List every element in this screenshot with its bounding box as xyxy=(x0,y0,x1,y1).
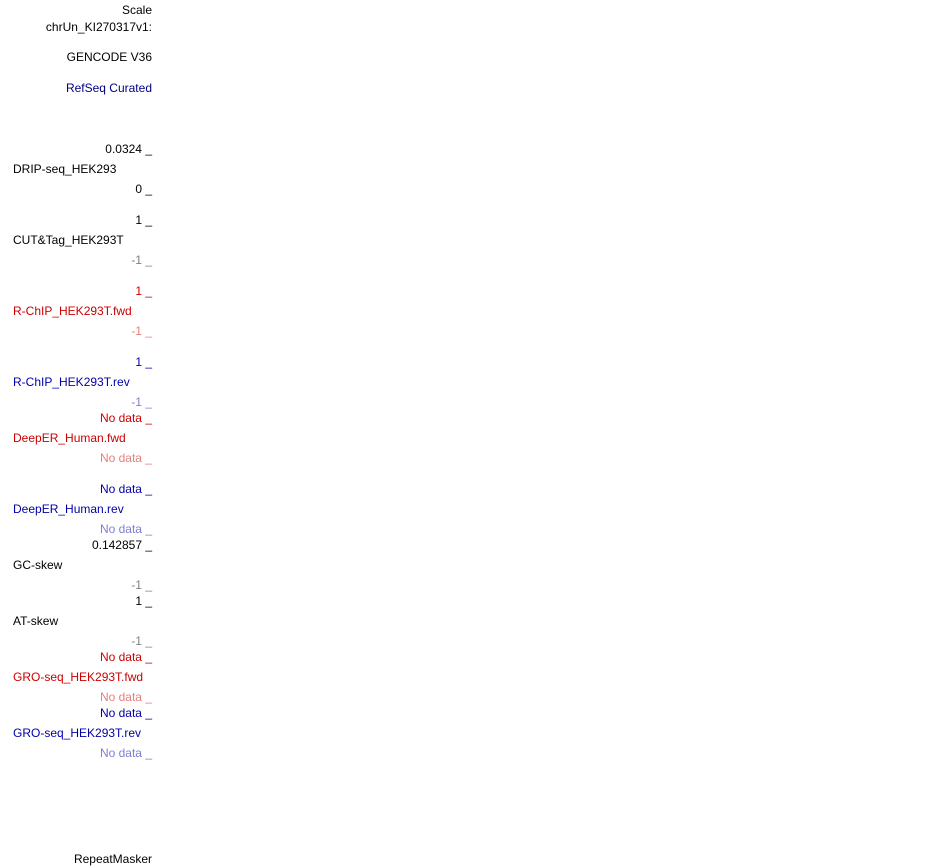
track-label: GRO-seq_HEK293T.fwd xyxy=(13,670,143,684)
scale-label: Scale xyxy=(122,3,152,17)
chrom-label: chrUn_KI270317v1: xyxy=(46,20,152,34)
track-max: 1 _ xyxy=(135,594,152,608)
track-max: No data _ xyxy=(100,650,152,664)
track-label: DRIP-seq_HEK293 xyxy=(13,162,117,176)
track-min: -1 _ xyxy=(131,578,152,592)
track-min: -1 _ xyxy=(131,253,152,267)
track-max: 1 _ xyxy=(135,213,152,227)
track-max: No data _ xyxy=(100,411,152,425)
track-max: 1 _ xyxy=(135,355,152,369)
track-label: GC-skew xyxy=(13,558,63,572)
track-max: 0.0324 _ xyxy=(105,142,152,156)
track-min: No data _ xyxy=(100,746,152,760)
track-min: 0 _ xyxy=(135,182,152,196)
track-max: No data _ xyxy=(100,482,152,496)
track-label: RepeatMasker xyxy=(74,852,152,866)
track-max: 1 _ xyxy=(135,284,152,298)
track-label: DeepER_Human.fwd xyxy=(13,431,126,445)
track-label: GRO-seq_HEK293T.rev xyxy=(13,726,141,740)
track-label: CUT&Tag_HEK293T xyxy=(13,233,124,247)
track-label: R-ChIP_HEK293T.rev xyxy=(13,375,130,389)
track-min: No data _ xyxy=(100,451,152,465)
track-label: RefSeq Curated xyxy=(66,81,152,95)
track-label: GENCODE V36 xyxy=(67,50,153,64)
track-label: AT-skew xyxy=(13,614,58,628)
track-min: No data _ xyxy=(100,522,152,536)
track-label: DeepER_Human.rev xyxy=(13,502,124,516)
track-max: No data _ xyxy=(100,706,152,720)
track-max: 0.142857 _ xyxy=(92,538,152,552)
track-min: -1 _ xyxy=(131,634,152,648)
track-min: -1 _ xyxy=(131,324,152,338)
track-label: R-ChIP_HEK293T.fwd xyxy=(13,304,132,318)
track-min: No data _ xyxy=(100,690,152,704)
track-min: -1 _ xyxy=(131,395,152,409)
